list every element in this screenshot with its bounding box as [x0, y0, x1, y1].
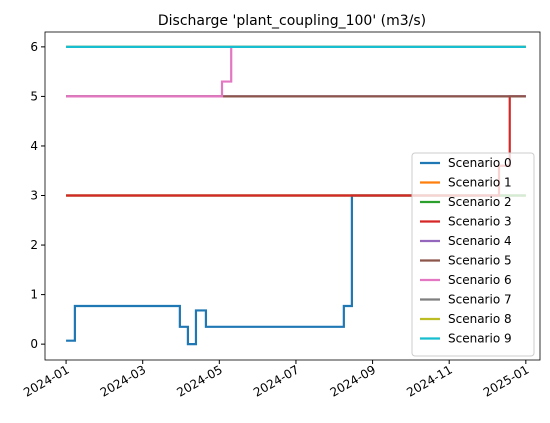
x-tick-label: 2024-07: [251, 362, 301, 399]
y-tick-label: 0: [30, 337, 38, 351]
y-tick-label: 4: [30, 139, 38, 153]
x-tick-label: 2025-01: [481, 362, 531, 399]
x-tick-label: 2024-09: [328, 362, 378, 399]
legend-label: Scenario 1: [448, 176, 512, 190]
legend-label: Scenario 5: [448, 254, 512, 268]
series-line: [66, 194, 526, 346]
x-tick-label: 2024-05: [174, 362, 224, 399]
legend-label: Scenario 6: [448, 273, 512, 287]
y-tick-label: 6: [30, 40, 38, 54]
legend-label: Scenario 8: [448, 312, 512, 326]
x-tick-label: 2024-11: [404, 362, 454, 399]
legend-label: Scenario 9: [448, 332, 512, 346]
legend-box: [411, 152, 535, 357]
legend-label: Scenario 0: [448, 156, 512, 170]
legend-label: Scenario 4: [448, 234, 512, 248]
series-line: [66, 45, 526, 98]
plot-frame: [44, 31, 541, 361]
x-tick-label: 2024-01: [21, 362, 71, 399]
y-tick-label: 2: [30, 238, 38, 252]
legend-label: Scenario 7: [448, 293, 512, 307]
y-tick-label: 1: [30, 288, 38, 302]
y-tick-label: 5: [30, 89, 38, 103]
legend: Scenario 0 Scenario 1 Scenario 2 Scenario 3…: [411, 152, 535, 357]
legend-label: Scenario 2: [448, 195, 512, 209]
x-tick-label: 2024-03: [98, 362, 148, 399]
y-tick-label: 3: [30, 189, 38, 203]
chart-title: Discharge 'plant_coupling_100' (m3/s): [158, 13, 426, 29]
legend-label: Scenario 3: [448, 215, 512, 229]
